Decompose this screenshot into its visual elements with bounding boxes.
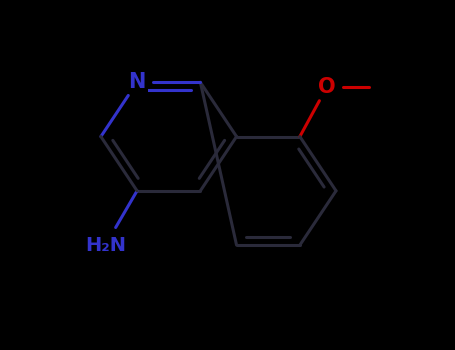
- Text: N: N: [128, 72, 146, 92]
- Text: H₂N: H₂N: [85, 236, 126, 254]
- Text: O: O: [318, 77, 336, 97]
